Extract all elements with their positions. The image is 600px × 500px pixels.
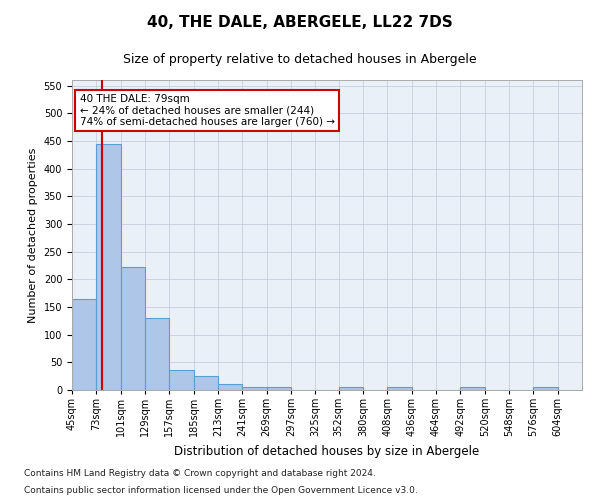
Bar — [266, 386, 291, 390]
Bar — [121, 267, 145, 390]
Bar — [242, 386, 266, 390]
Bar — [145, 318, 169, 390]
Text: Contains public sector information licensed under the Open Government Licence v3: Contains public sector information licen… — [24, 486, 418, 495]
Bar — [169, 370, 194, 390]
Bar — [339, 387, 363, 390]
Bar — [218, 384, 242, 390]
Y-axis label: Number of detached properties: Number of detached properties — [28, 148, 38, 322]
Text: 40 THE DALE: 79sqm
← 24% of detached houses are smaller (244)
74% of semi-detach: 40 THE DALE: 79sqm ← 24% of detached hou… — [80, 94, 335, 127]
Bar — [72, 298, 97, 390]
Text: 40, THE DALE, ABERGELE, LL22 7DS: 40, THE DALE, ABERGELE, LL22 7DS — [147, 15, 453, 30]
Text: Contains HM Land Registry data © Crown copyright and database right 2024.: Contains HM Land Registry data © Crown c… — [24, 468, 376, 477]
Bar — [194, 376, 218, 390]
Text: Size of property relative to detached houses in Abergele: Size of property relative to detached ho… — [123, 52, 477, 66]
Bar — [460, 387, 485, 390]
Bar — [388, 387, 412, 390]
X-axis label: Distribution of detached houses by size in Abergele: Distribution of detached houses by size … — [175, 444, 479, 458]
Bar — [533, 387, 557, 390]
Bar — [97, 144, 121, 390]
